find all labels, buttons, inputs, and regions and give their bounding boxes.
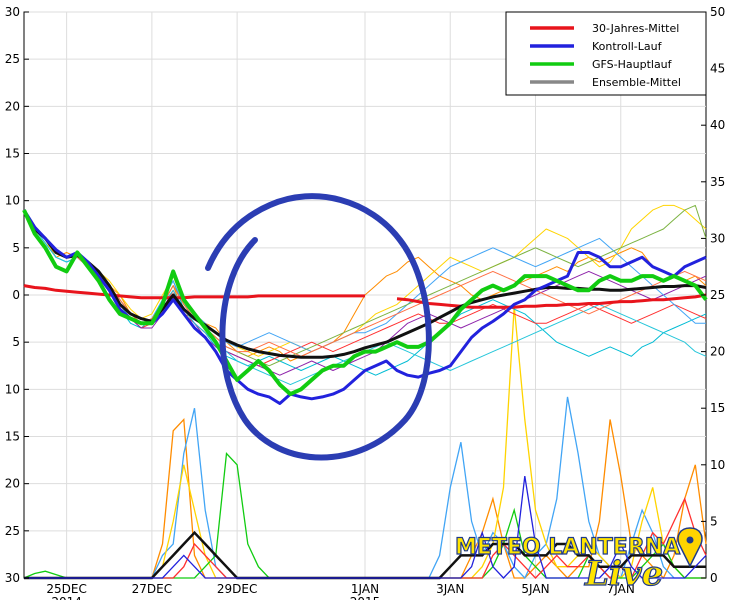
x-tick-label: 3JAN [436,582,464,596]
logo-line1: METEO LANTERNA [455,535,680,560]
y-left-tick-label: 10 [5,194,20,208]
y-left-tick-label: 20 [5,477,20,491]
y-right-tick-label: 50 [710,5,725,19]
temperature-series [22,204,708,405]
y-left-tick-label: 15 [5,430,20,444]
y-right-tick-label: 5 [710,514,718,528]
y-left-tick-label: 10 [5,382,20,396]
y-right-tick-label: 35 [710,175,725,189]
y-left-tick-label: 15 [5,147,20,161]
precip-line [24,475,707,579]
y-left-tick-label: 20 [5,99,20,113]
y-left-tick-label: 5 [12,335,20,349]
legend: 30-Jahres-Mittel Kontroll-Lauf GFS-Hauptla… [505,11,707,96]
y-left-tick-label: 5 [12,241,20,255]
logo-line2: Live [584,554,663,594]
logo: METEO LANTERNA Live [454,527,703,595]
y-right-tick-label: 20 [710,345,725,359]
hand-drawn-circle [205,193,432,461]
y-left-tick-label: 25 [5,524,20,538]
y-axis-left: 30 25 20 15 10 5 0 5 10 15 20 25 30 [5,5,29,585]
series-member [23,209,707,376]
y-right-tick-label: 30 [710,231,725,245]
series-gfs-hauptlauf [22,209,708,397]
legend-label: GFS-Hauptlauf [592,58,673,71]
x-tick-label: 29DEC [217,582,257,596]
y-right-tick-label: 0 [710,571,718,585]
x-tick-label: 5JAN [521,582,549,596]
y-right-tick-label: 10 [710,458,725,472]
legend-label: Kontroll-Lauf [592,40,663,53]
precipitation-series [23,306,707,580]
y-right-tick-label: 15 [710,401,725,415]
y-left-tick-label: 25 [5,52,20,66]
pin-icon [677,527,703,568]
pin-hole-icon [686,536,694,544]
legend-label: 30-Jahres-Mittel [592,22,679,35]
y-right-tick-label: 45 [710,62,725,76]
legend-label: Ensemble-Mittel [592,76,681,89]
x-tick-label: 7JAN [607,582,635,596]
y-left-tick-label: 30 [5,5,20,19]
y-right-tick-label: 25 [710,288,725,302]
y-left-tick-label: 30 [5,571,20,585]
y-left-tick-label: 0 [12,288,20,302]
series-30-jahres-mittel [23,284,707,309]
y-right-tick-label: 40 [710,118,725,132]
x-axis: 25DEC2014 27DEC 29DEC 1JAN2015 3JAN 5JAN 7JAN [46,582,634,600]
x-tick-label: 27DEC [132,582,172,596]
x-tick-label: 25DEC [46,582,86,596]
x-tick-sublabel: 2014 [51,595,82,600]
x-tick-label: 1JAN [351,582,379,596]
